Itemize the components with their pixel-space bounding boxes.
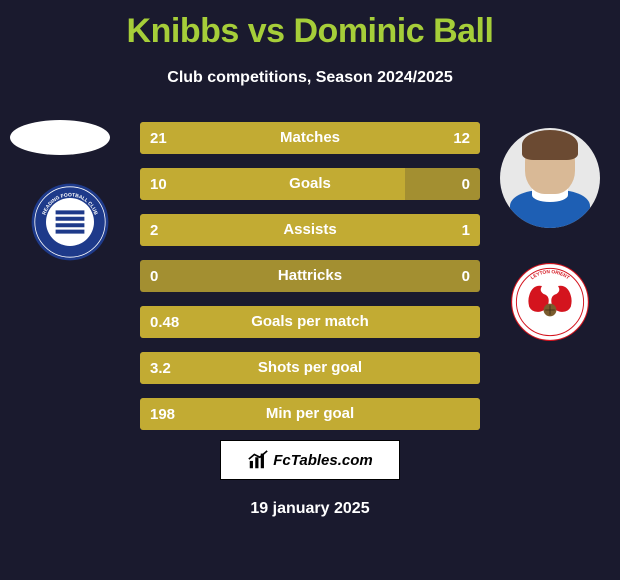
- vs-text: vs: [248, 12, 285, 50]
- club-badge-right: LEYTON ORIENT: [510, 262, 590, 342]
- stat-label: Goals: [140, 168, 480, 200]
- stat-row: 2Assists1: [140, 214, 480, 246]
- stat-row: 0.48Goals per match: [140, 306, 480, 338]
- stat-value-right: [460, 306, 480, 338]
- stat-value-right: 0: [452, 168, 480, 200]
- stat-label: Min per goal: [140, 398, 480, 430]
- chart-icon: [247, 449, 269, 471]
- stat-label: Matches: [140, 122, 480, 154]
- player2-name: Dominic Ball: [294, 12, 494, 50]
- comparison-title: Knibbs vs Dominic Ball: [0, 0, 620, 51]
- club-badge-left: READING FOOTBALL CLUB EST. 1871: [30, 182, 110, 262]
- stat-value-right: 0: [452, 260, 480, 292]
- player2-photo: [500, 128, 600, 228]
- svg-text:EST. 1871: EST. 1871: [59, 239, 81, 245]
- stat-label: Shots per goal: [140, 352, 480, 384]
- stat-value-right: 12: [443, 122, 480, 154]
- stat-value-right: [460, 398, 480, 430]
- stats-container: 21Matches1210Goals02Assists10Hattricks00…: [140, 122, 480, 444]
- stat-row: 21Matches12: [140, 122, 480, 154]
- stat-row: 198Min per goal: [140, 398, 480, 430]
- stat-label: Hattricks: [140, 260, 480, 292]
- stat-value-right: [460, 352, 480, 384]
- stat-row: 10Goals0: [140, 168, 480, 200]
- player2-hair: [522, 130, 578, 160]
- fctables-text: FcTables.com: [273, 452, 372, 469]
- stat-label: Assists: [140, 214, 480, 246]
- date-text: 19 january 2025: [0, 500, 620, 518]
- stat-label: Goals per match: [140, 306, 480, 338]
- subtitle: Club competitions, Season 2024/2025: [0, 69, 620, 87]
- player1-photo: [10, 120, 110, 155]
- stat-row: 0Hattricks0: [140, 260, 480, 292]
- stat-row: 3.2Shots per goal: [140, 352, 480, 384]
- player1-name: Knibbs: [127, 12, 239, 50]
- stat-value-right: 1: [452, 214, 480, 246]
- fctables-brand-box[interactable]: FcTables.com: [220, 440, 400, 480]
